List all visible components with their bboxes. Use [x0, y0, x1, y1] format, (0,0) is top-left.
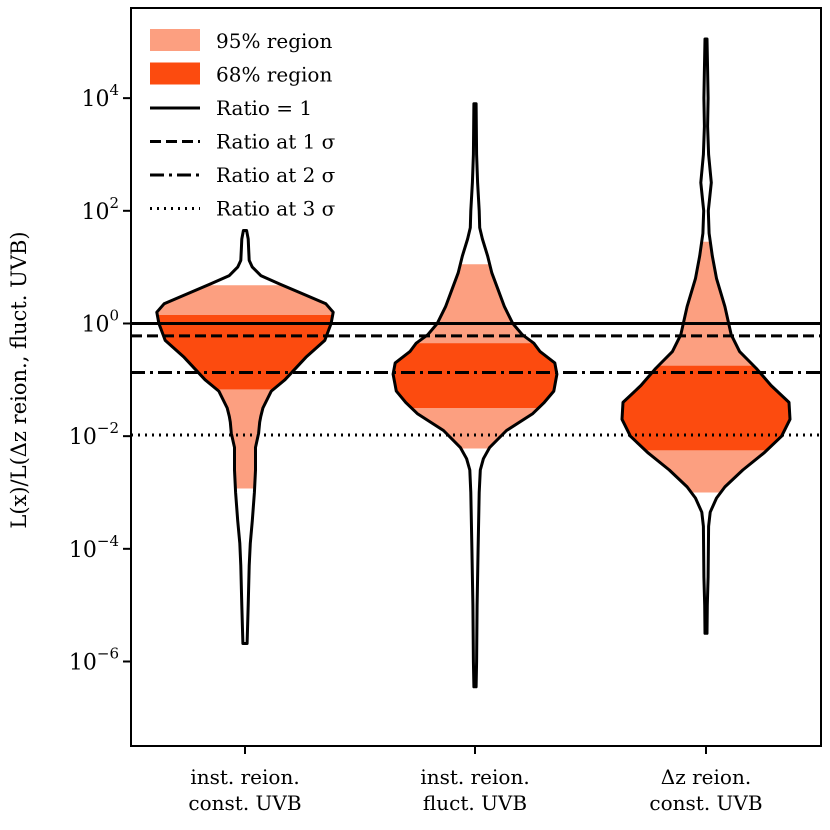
legend-entry-5: Ratio at 2 σ	[150, 163, 336, 187]
violin-3	[620, 37, 792, 635]
legend-label: Ratio at 1 σ	[216, 130, 336, 154]
x-tick-label-line1: Δz reion.	[661, 765, 751, 789]
violin-2-outline	[391, 102, 559, 689]
legend-entry-3: Ratio = 1	[150, 96, 312, 120]
violin-3-outline	[620, 37, 792, 635]
violin-1-outline	[155, 229, 335, 645]
y-tick-label: 102	[81, 194, 119, 225]
x-tick-label-line1: inst. reion.	[190, 765, 299, 789]
legend-label: Ratio at 2 σ	[216, 163, 336, 187]
x-tick-label-line2: fluct. UVB	[423, 791, 527, 815]
violin-1	[155, 229, 335, 645]
violin-2	[391, 102, 559, 689]
x-tick-label-line2: const. UVB	[188, 791, 301, 815]
legend-swatch	[150, 62, 200, 85]
legend-swatch	[150, 29, 200, 51]
y-axis-label: L(x)/L(Δz reion., fluct. UVB)	[7, 231, 31, 528]
y-tick-label: 10−6	[69, 644, 119, 675]
y-tick-label: 10−2	[69, 419, 119, 450]
legend-label: Ratio = 1	[216, 96, 312, 120]
legend-label: 68% region	[216, 63, 332, 87]
violins	[155, 37, 792, 689]
legend-entry-6: Ratio at 3 σ	[150, 197, 336, 221]
violin-1-68-region	[157, 315, 333, 390]
reference-lines	[131, 321, 821, 437]
x-tick-label-line1: inst. reion.	[420, 765, 529, 789]
legend-entry-2: 68% region	[150, 62, 332, 87]
y-tick-label: 100	[81, 306, 119, 337]
legend-entry-1: 95% region	[150, 29, 332, 53]
y-tick-label: 104	[81, 81, 119, 112]
x-tick-label-line2: const. UVB	[649, 791, 762, 815]
legend: 95% region 68% region Ratio = 1 Ratio at 1 …	[150, 29, 336, 221]
y-tick-label: 10−4	[69, 532, 119, 563]
violin-2-68-region	[393, 343, 557, 408]
violin-3-68-region	[622, 365, 790, 451]
legend-entry-4: Ratio at 1 σ	[150, 130, 336, 154]
legend-label: Ratio at 3 σ	[216, 197, 336, 221]
legend-label: 95% region	[216, 29, 332, 53]
y-axis: 10−6 10−4 10−2 100 102 104	[69, 81, 131, 675]
